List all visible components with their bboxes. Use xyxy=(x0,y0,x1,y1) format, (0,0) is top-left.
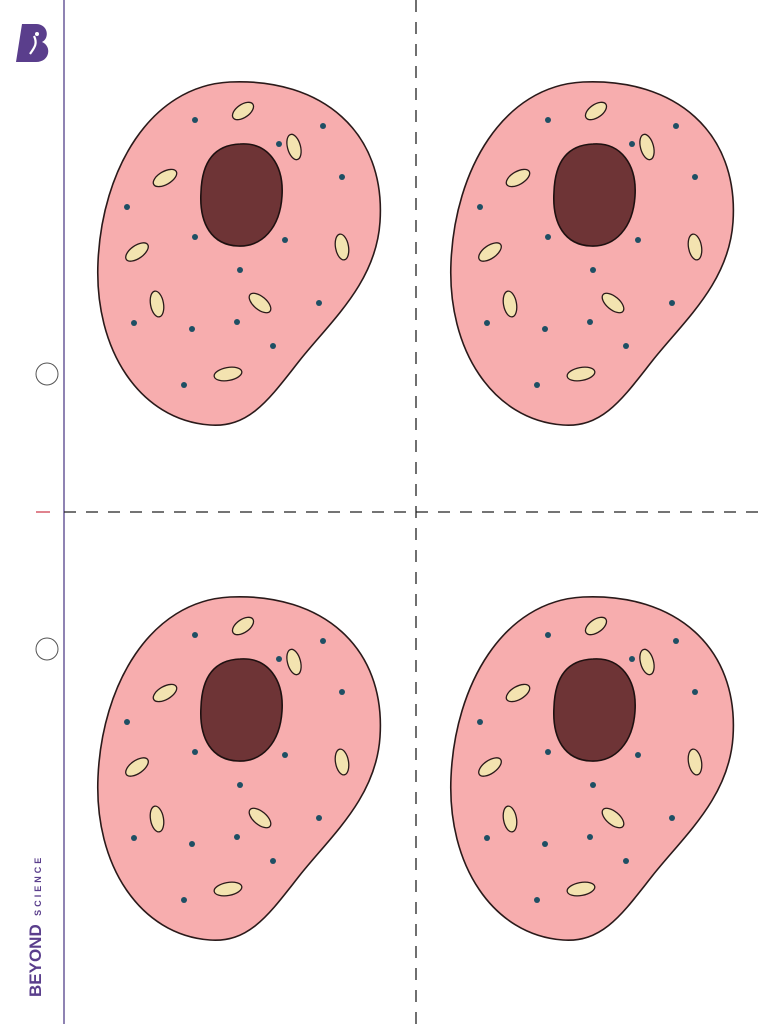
punch-hole xyxy=(35,362,59,386)
cell-illustration xyxy=(96,80,382,427)
cell-illustration xyxy=(449,80,735,427)
logo xyxy=(16,24,49,62)
brand-name: BEYOND xyxy=(26,924,45,997)
cell-illustration xyxy=(449,595,735,942)
brand-tagline: SCIENCE xyxy=(33,855,43,916)
punch-hole xyxy=(35,637,59,661)
cell-illustration xyxy=(96,595,382,942)
brand: BEYOND SCIENCE xyxy=(26,855,45,997)
